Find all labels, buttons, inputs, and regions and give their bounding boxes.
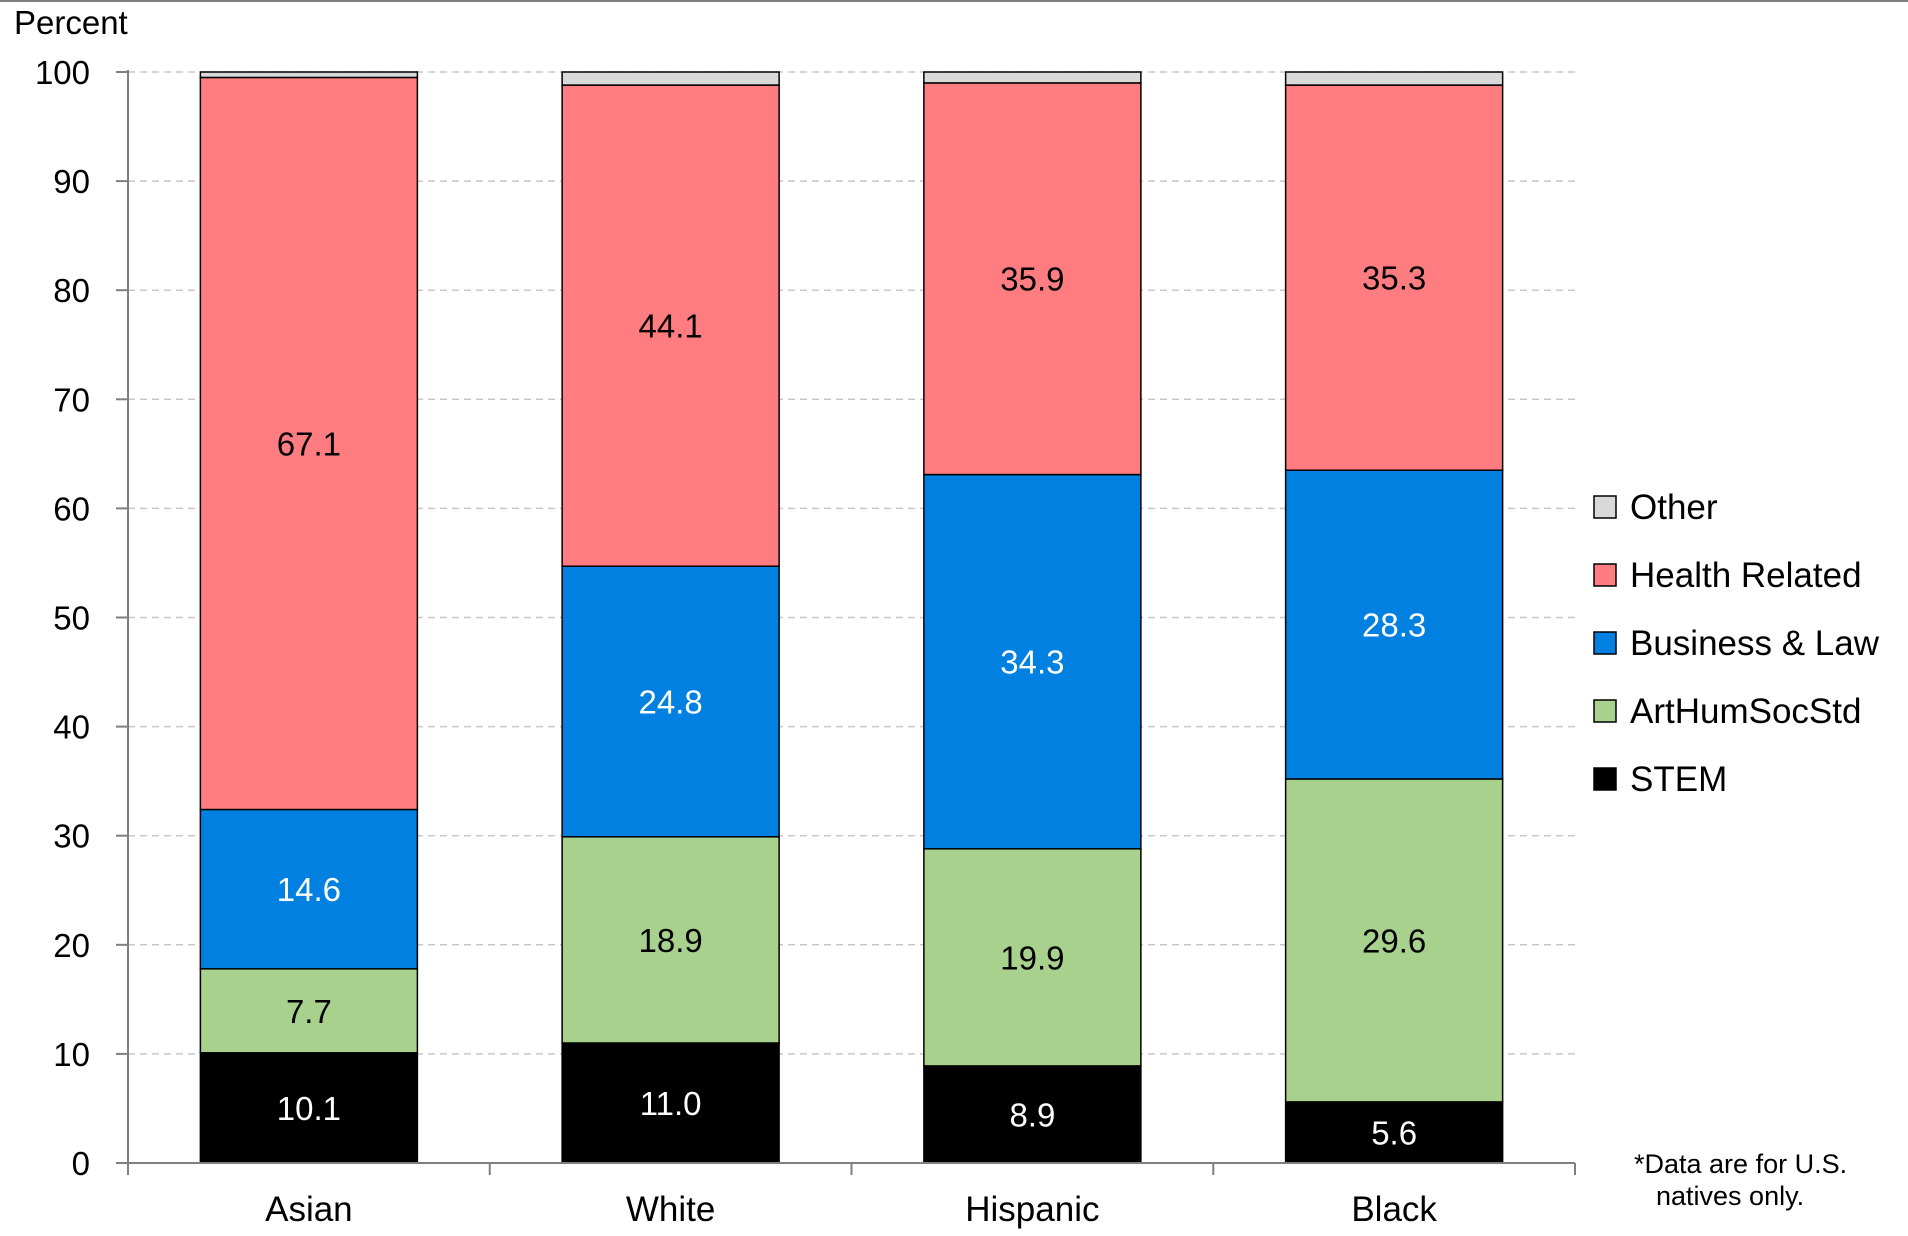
y-tick-label: 90 [53,163,90,200]
data-label: 18.9 [639,922,703,959]
legend-swatch [1593,631,1617,655]
data-label: 14.6 [277,871,341,908]
data-label: 8.9 [1009,1096,1055,1133]
legend: Other Health Related Business & Law ArtHumS… [1593,488,1880,799]
data-label: 5.6 [1371,1114,1417,1151]
bar-segment [1284,71,1504,86]
y-tick-label: 70 [53,381,90,418]
y-tick-label: 80 [53,272,90,309]
legend-label: Other [1630,488,1718,527]
bar-segment [1284,84,1504,471]
bar-segment [199,1052,419,1164]
y-tick-label: 10 [53,1036,90,1073]
y-tick-label: 60 [53,490,90,527]
data-label: 24.8 [639,684,703,721]
bar-segment [923,82,1142,476]
data-label: 44.1 [639,308,703,345]
data-label: 11.0 [640,1085,702,1122]
y-tick-label: 20 [53,927,90,964]
bar-segment [923,71,1142,84]
bar-segment [923,473,1142,850]
footnote: *Data are for U.S. natives only. [1634,1148,1847,1212]
bar-segment [199,808,419,970]
data-label: 10.1 [277,1090,341,1127]
bar-segment [561,71,780,86]
bar-segment [1284,469,1504,780]
bar-segment [561,84,780,567]
bar-segment [199,968,419,1054]
axes: 0 10 20 30 40 50 60 70 80 90 100 Asian White Hispanic… [35,54,1576,1229]
legend-swatch [1593,495,1617,519]
bar-segment [923,848,1142,1067]
y-axis-title: Percent [14,4,128,41]
bar-segment [199,76,419,811]
legend-swatch [1593,699,1617,723]
data-label: 34.3 [1000,644,1064,681]
bar-segment [1284,778,1504,1103]
y-tick-label: 100 [35,54,90,91]
y-tick-label: 50 [53,600,90,637]
x-tick-label: Asian [265,1190,353,1229]
data-label: 35.3 [1362,260,1426,297]
bars: 10.1 7.7 14.6 67.1 11.0 18.9 24.8 44.1 8.9 19.9 34… [199,71,1504,1164]
data-label: 35.9 [1000,261,1064,298]
data-label: 67.1 [277,425,341,462]
bar-segment [199,71,419,79]
legend-swatch [1593,563,1617,587]
data-label: 7.7 [286,993,332,1030]
y-tick-label: 30 [53,818,90,855]
bar-segment [561,565,780,838]
x-tick-label: White [626,1190,715,1229]
y-tick-label: 40 [53,709,90,746]
footnote-line-1: *Data are for U.S. [1634,1149,1848,1179]
bar-segment [561,836,780,1044]
footnote-line-2: natives only. [1656,1181,1805,1211]
legend-label: Business & Law [1630,624,1880,663]
x-tick-label: Black [1351,1190,1437,1229]
legend-swatch [1593,767,1617,791]
data-label: 28.3 [1362,607,1426,644]
bar-segment [923,1065,1142,1164]
data-label: 19.9 [1000,939,1064,976]
bar-segment [561,1042,780,1164]
legend-label: ArtHumSocStd [1630,692,1861,731]
legend-label: Health Related [1630,556,1862,595]
x-tick-label: Hispanic [965,1190,1099,1229]
legend-label: STEM [1630,760,1727,799]
y-tick-label: 0 [72,1145,90,1182]
data-label: 29.6 [1362,922,1426,959]
